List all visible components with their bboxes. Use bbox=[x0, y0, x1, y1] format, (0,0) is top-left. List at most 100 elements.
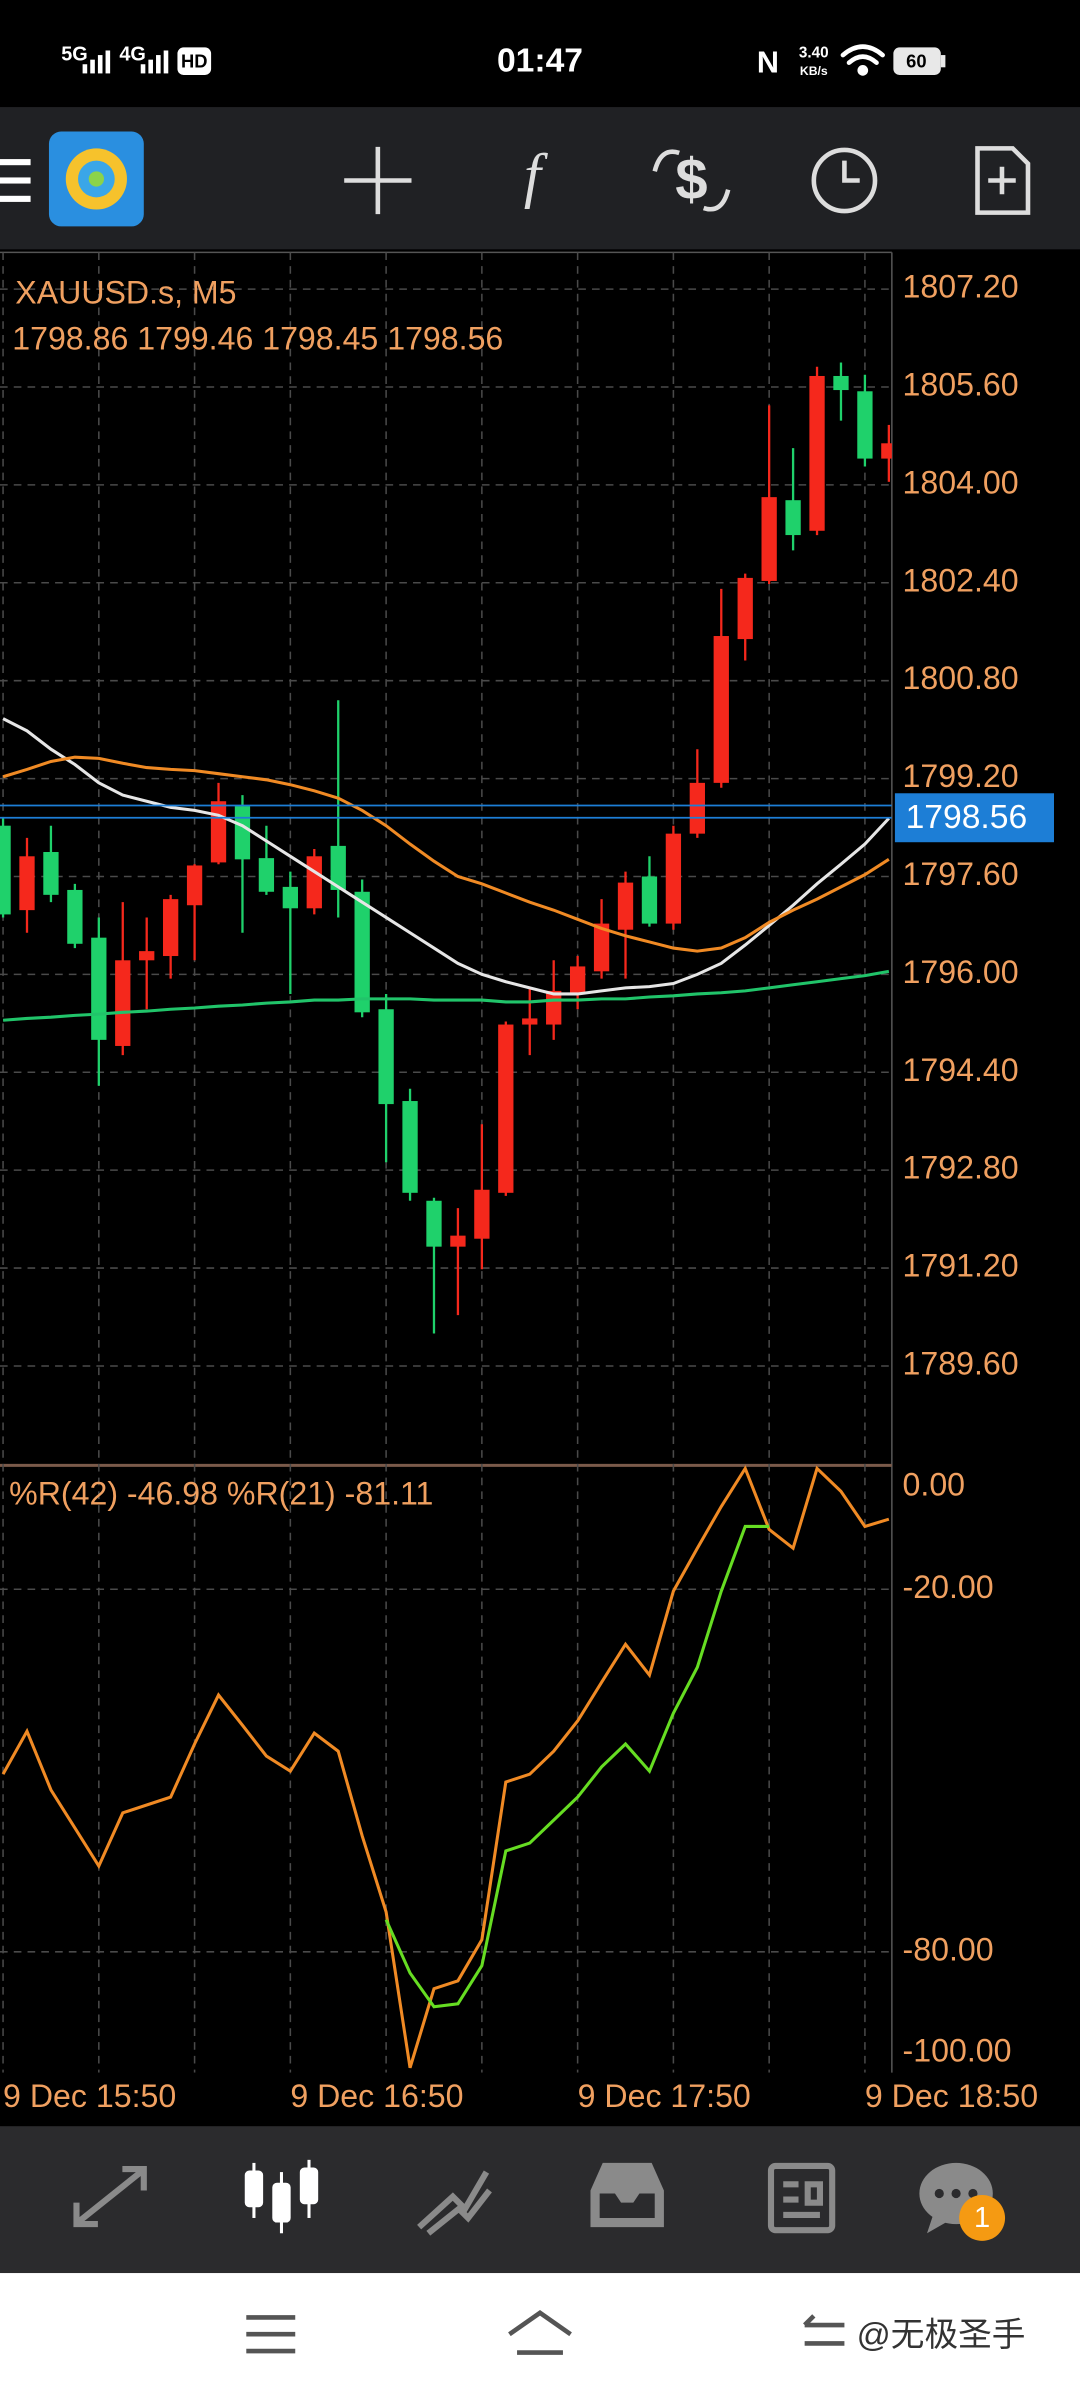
app-icon[interactable] bbox=[48, 131, 144, 227]
y-tick-label: 1796.00 bbox=[903, 954, 1019, 990]
candle-body bbox=[330, 845, 346, 890]
candle-body bbox=[737, 577, 753, 640]
trade-tab[interactable] bbox=[417, 2170, 492, 2236]
battery-level: 60 bbox=[906, 51, 926, 72]
candle-body bbox=[282, 886, 298, 909]
candle-body bbox=[641, 876, 658, 924]
candle-body bbox=[593, 923, 610, 972]
candle-body bbox=[450, 1235, 466, 1247]
sim2: 4G bbox=[119, 43, 146, 65]
quotes-tab[interactable] bbox=[73, 2165, 147, 2228]
moving-average bbox=[2, 755, 890, 953]
nav-menu[interactable] bbox=[246, 2315, 296, 2354]
moving-average bbox=[2, 969, 890, 1022]
candle-body bbox=[402, 1101, 418, 1193]
candle-body bbox=[833, 375, 849, 391]
nfc: N bbox=[757, 45, 779, 79]
candle-body bbox=[186, 865, 203, 906]
williams-r-line bbox=[384, 1524, 770, 2009]
candle-body bbox=[91, 937, 107, 1040]
watermark: @无极圣手 bbox=[857, 2316, 1026, 2354]
objects-button[interactable] bbox=[975, 146, 1031, 215]
chart-title: XAUUSD.s, M5 bbox=[15, 275, 236, 311]
y-tick-label: 0.00 bbox=[903, 1466, 966, 1502]
nav-back[interactable] bbox=[803, 2314, 845, 2346]
y-tick-label: 1789.60 bbox=[903, 1345, 1019, 1381]
signal-2 bbox=[140, 50, 169, 74]
crosshair-button[interactable] bbox=[344, 146, 412, 215]
moving-average bbox=[2, 717, 890, 996]
sim1: 5G bbox=[61, 43, 88, 65]
y-tick-label: 1804.00 bbox=[903, 464, 1019, 500]
net-speed-unit: KB/s bbox=[800, 64, 828, 78]
y-tick-label: 1792.80 bbox=[903, 1150, 1019, 1186]
y-tick-label: -100.00 bbox=[903, 2032, 1012, 2068]
x-tick-label: 9 Dec 15:50 bbox=[3, 2078, 176, 2114]
tab-bar bbox=[0, 2126, 1080, 2274]
bid-label: 1798.56 bbox=[906, 799, 1028, 836]
x-tick-label: 9 Dec 16:50 bbox=[290, 2078, 463, 2114]
candle-body bbox=[785, 500, 801, 536]
candle-body bbox=[881, 443, 892, 459]
candle-body bbox=[426, 1200, 442, 1247]
toolbar bbox=[0, 107, 1080, 250]
candle-body bbox=[0, 825, 11, 915]
williams-r-line bbox=[1, 1465, 890, 2069]
candle-body bbox=[139, 951, 155, 961]
menu-button[interactable] bbox=[0, 159, 31, 202]
chat-badge: 1 bbox=[974, 2202, 990, 2234]
candle-body bbox=[546, 990, 562, 1025]
hd-badge bbox=[177, 47, 212, 75]
signal-1 bbox=[82, 50, 111, 74]
clock: 01:47 bbox=[497, 43, 583, 80]
candle-body bbox=[857, 391, 873, 459]
candle-body bbox=[115, 960, 131, 1046]
candle-body bbox=[474, 1189, 490, 1239]
battery bbox=[893, 47, 941, 75]
y-tick-label: -20.00 bbox=[903, 1569, 994, 1605]
candle-body bbox=[234, 806, 251, 860]
y-tick-label: 1799.20 bbox=[903, 758, 1019, 794]
candle-body bbox=[354, 891, 370, 1013]
nav-home[interactable] bbox=[508, 2310, 572, 2355]
chat-tab[interactable] bbox=[919, 2162, 1006, 2241]
trade-button[interactable]: $ bbox=[675, 147, 707, 212]
y-tick-label: 1794.40 bbox=[903, 1052, 1019, 1088]
y-tick-label: 1791.20 bbox=[903, 1248, 1019, 1284]
y-tick-label: 1797.60 bbox=[903, 856, 1019, 892]
trade-arrows bbox=[652, 149, 731, 212]
candle-body bbox=[210, 801, 227, 863]
y-tick-label: 1805.60 bbox=[903, 366, 1019, 402]
chart-tab[interactable] bbox=[244, 2159, 319, 2234]
wifi bbox=[840, 44, 885, 76]
x-tick-label: 9 Dec 17:50 bbox=[578, 2078, 751, 2114]
battery-tip bbox=[940, 55, 946, 68]
candle-body bbox=[258, 858, 275, 892]
chart-area bbox=[0, 252, 1080, 2073]
news-tab[interactable] bbox=[767, 2162, 836, 2234]
candle-body bbox=[19, 856, 35, 911]
indicator-title: %R(42) -46.98 %R(21) -81.11 bbox=[9, 1475, 433, 1511]
plot bbox=[0, 252, 892, 2073]
candle-body bbox=[498, 1024, 514, 1193]
chart-subtitle: 1798.86 1799.46 1798.45 1798.56 bbox=[12, 321, 503, 357]
candle-body bbox=[378, 1009, 394, 1105]
history-tab[interactable] bbox=[590, 2162, 664, 2228]
candle-body bbox=[162, 899, 179, 957]
candle-body bbox=[43, 852, 59, 895]
candle-body bbox=[761, 497, 777, 581]
nav-bar bbox=[0, 2273, 1080, 2400]
candle-body bbox=[713, 636, 729, 783]
candle-body bbox=[67, 889, 83, 944]
bid-label-box bbox=[894, 793, 1054, 843]
x-tick-label: 9 Dec 18:50 bbox=[865, 2078, 1038, 2114]
y-tick-label: 1802.40 bbox=[903, 562, 1019, 598]
candle-body bbox=[665, 833, 682, 924]
y-tick-label: 1800.80 bbox=[903, 660, 1019, 696]
timeframe-button[interactable] bbox=[811, 147, 878, 214]
candle-body bbox=[617, 882, 634, 930]
candle-body bbox=[809, 375, 825, 531]
candle-body bbox=[689, 782, 705, 834]
hd: HD bbox=[181, 51, 208, 72]
